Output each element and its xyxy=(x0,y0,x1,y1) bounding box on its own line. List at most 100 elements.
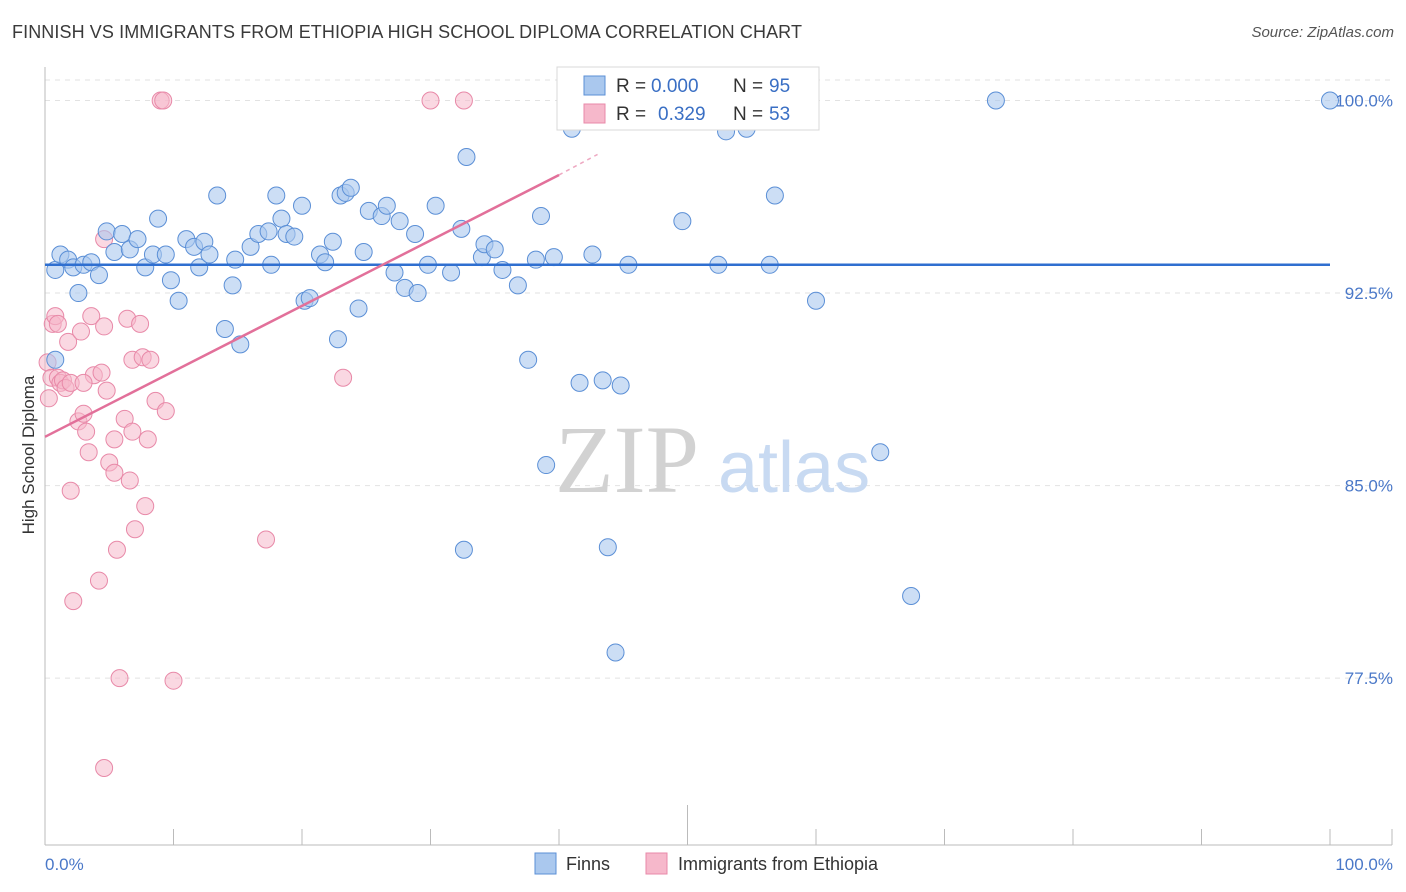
finns-point xyxy=(156,245,175,264)
eth-point xyxy=(105,463,124,482)
finns-point xyxy=(537,456,556,475)
y-tick-label-3: 77.5% xyxy=(1345,669,1393,688)
watermark-atlas: atlas xyxy=(718,428,870,508)
eth-point xyxy=(454,91,473,110)
y-tick-label-2: 85.0% xyxy=(1345,477,1393,496)
x-tick-label-1: 100.0% xyxy=(1335,855,1393,874)
bottom-legend-finns-swatch xyxy=(534,852,557,875)
eth-point xyxy=(107,540,126,559)
finns-point xyxy=(1321,91,1339,110)
finns-point xyxy=(385,263,404,282)
finns-point xyxy=(128,230,147,249)
finns-point xyxy=(293,196,311,215)
eth-point xyxy=(334,368,353,387)
eth-point xyxy=(105,430,124,449)
grid-lines xyxy=(45,79,1392,679)
eth-point xyxy=(97,381,116,400)
eth-point xyxy=(123,422,142,441)
finns-point xyxy=(149,209,168,228)
eth-point xyxy=(125,520,144,539)
eth-point xyxy=(156,402,175,421)
finns-point xyxy=(354,242,373,261)
finns-point xyxy=(519,350,538,369)
chart-title: FINNISH VS IMMIGRANTS FROM ETHIOPIA HIGH… xyxy=(12,22,803,42)
finns-point xyxy=(611,376,630,395)
finns-point xyxy=(341,178,360,197)
finns-point xyxy=(570,373,589,392)
finns-point xyxy=(765,186,784,205)
legend-finns-r-value: 0.000 xyxy=(651,76,699,97)
finns-point xyxy=(508,276,527,295)
eth-point xyxy=(79,443,98,462)
finns-point xyxy=(377,196,396,215)
y-tick-label-1: 92.5% xyxy=(1345,284,1393,303)
finns-point xyxy=(46,350,65,369)
eth-point xyxy=(154,91,173,110)
finns-point xyxy=(442,263,461,282)
legend-eth-swatch xyxy=(583,103,606,124)
eth-point xyxy=(136,497,155,516)
finns-point xyxy=(259,222,278,241)
finns-point xyxy=(406,225,425,244)
eth-point xyxy=(64,592,83,611)
finns-point xyxy=(408,284,427,303)
finns-point xyxy=(986,91,1005,110)
eth-point xyxy=(164,671,183,690)
source-label: Source: ZipAtlas.com xyxy=(1251,24,1394,41)
finns-point xyxy=(169,291,188,310)
finns-point xyxy=(807,291,825,310)
eth-point xyxy=(48,314,67,333)
finns-point xyxy=(105,242,124,261)
y-axis-title: High School Diploma xyxy=(19,375,38,534)
finns-point xyxy=(316,253,335,272)
finns-point xyxy=(454,540,473,559)
finns-point xyxy=(902,586,921,605)
finns-point xyxy=(673,212,692,231)
eth-point xyxy=(61,481,80,500)
finns-point xyxy=(544,248,563,267)
finns-point xyxy=(583,245,602,264)
trend-lines xyxy=(44,153,1330,438)
finns-point xyxy=(267,186,286,205)
eth-point xyxy=(59,332,78,351)
eth-trend-line xyxy=(44,173,560,438)
series-ethiopia-points xyxy=(38,91,473,777)
bottom-legend-eth-swatch xyxy=(645,852,668,875)
finns-point xyxy=(69,284,88,303)
legend-eth-r-label: R = xyxy=(616,104,646,125)
finns-point xyxy=(426,196,445,215)
finns-point xyxy=(223,276,242,295)
eth-point xyxy=(131,314,150,333)
legend-eth-n-value: 53 xyxy=(769,104,790,125)
finns-point xyxy=(606,643,625,662)
finns-point xyxy=(89,266,108,285)
finns-point xyxy=(593,371,612,390)
bottom-legend-finns-label: Finns xyxy=(566,854,610,874)
legend-finns-swatch xyxy=(583,75,606,96)
finns-point xyxy=(871,443,890,462)
eth-point xyxy=(95,317,114,336)
finns-point xyxy=(208,186,227,205)
eth-point xyxy=(141,350,160,369)
watermark-zip: ZIP xyxy=(555,406,699,513)
finns-point xyxy=(323,232,342,251)
axes xyxy=(44,67,1393,846)
tick-labels: 100.0% 92.5% 85.0% 77.5% 0.0% 100.0% xyxy=(45,92,1393,874)
finns-point xyxy=(190,258,209,277)
legend-finns-n-label: N = xyxy=(733,76,763,97)
eth-point xyxy=(120,471,139,490)
finns-point xyxy=(215,319,234,338)
finns-point xyxy=(598,538,617,557)
legend-finns-n-value: 95 xyxy=(769,76,790,97)
y-tick-label-0: 100.0% xyxy=(1335,92,1393,111)
finns-point xyxy=(113,225,132,244)
finns-point xyxy=(532,207,551,226)
bottom-legend: Finns Immigrants from Ethiopia xyxy=(534,852,879,875)
eth-point xyxy=(74,373,93,392)
eth-point xyxy=(92,363,111,382)
eth-point xyxy=(138,430,157,449)
x-tick-label-0: 0.0% xyxy=(45,855,84,874)
legend-finns-r-label: R = xyxy=(616,76,646,97)
finns-point xyxy=(457,147,476,166)
